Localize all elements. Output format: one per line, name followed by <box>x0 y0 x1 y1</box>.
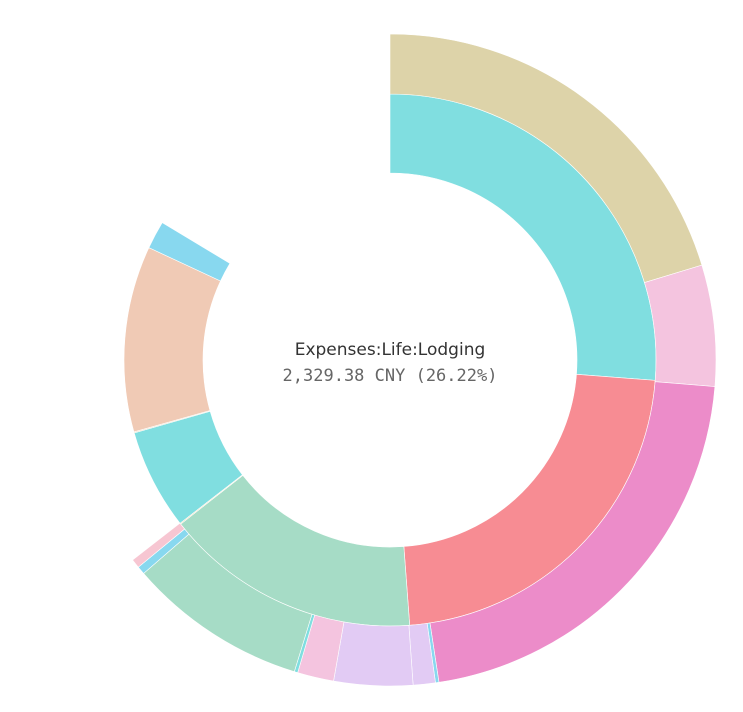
inner-ring <box>123 93 657 627</box>
inner-ring-slice-8[interactable] <box>148 222 231 282</box>
center-label-amount: 2,329.38 CNY (26.22%) <box>282 366 498 386</box>
outer-ring-slice-11[interactable] <box>132 522 186 568</box>
center-label-account: Expenses:Life:Lodging <box>294 340 486 360</box>
outer-ring <box>132 33 717 687</box>
outer-ring-slice-6[interactable] <box>333 621 414 687</box>
